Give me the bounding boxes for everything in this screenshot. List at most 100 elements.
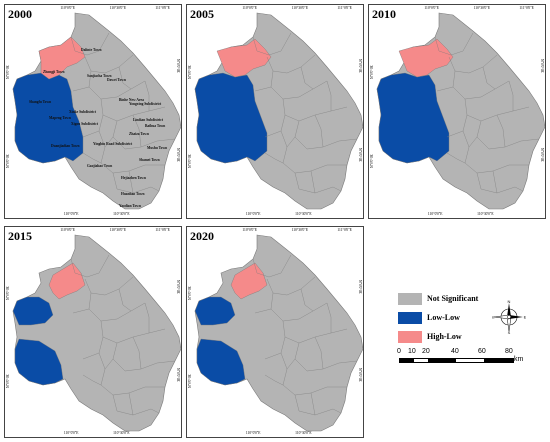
township-boundary (464, 98, 530, 122)
coord-label-top: 111°0'0"E (337, 6, 352, 10)
coord-label-right: N"0'0°0E (358, 280, 362, 294)
map-panel-2005: 2005 110°0'0"E 110°30'0"E 111°0'0"E 110°0'0… (186, 4, 364, 219)
compass-s: S (508, 330, 511, 334)
township-boundary (100, 368, 165, 396)
region-not-significant (12, 234, 181, 432)
coord-label-top: 110°30'0"E (109, 6, 127, 10)
town-label: Zhongji Town (43, 70, 64, 74)
legend-swatch (398, 292, 422, 305)
coord-label-left: N"0'0°0E (188, 154, 192, 169)
coord-label-right: N"0'0°0E (176, 280, 180, 294)
township-boundary (448, 54, 498, 74)
township-boundary (88, 70, 146, 100)
township-boundary (270, 70, 328, 100)
township-boundary (72, 86, 90, 92)
coord-label-bottom: 110°30'0"E (477, 212, 494, 216)
township-boundary (266, 276, 316, 296)
panel-year: 2015 (8, 229, 32, 243)
town-label: Yaodian Town (119, 204, 141, 208)
coord-label-bottom: 110°30'0"E (295, 212, 312, 216)
coord-label-right: N"0'0°0E (358, 148, 362, 163)
township-boundary (300, 66, 314, 90)
legend-label: Not Significant (427, 294, 479, 303)
township-boundary (326, 302, 332, 333)
town-label: Mushu Town (147, 146, 167, 150)
township-boundary (482, 66, 496, 90)
panel-year: 2020 (190, 229, 214, 243)
region-high-low (216, 38, 272, 78)
township-boundary (70, 254, 110, 278)
township-boundary (118, 66, 132, 90)
town-label: Huanbao Town (121, 192, 144, 196)
town-label: Baihua Town (145, 124, 165, 128)
scale-tick-60: 60 (478, 348, 486, 355)
town-label: Sanjiacha Town (87, 74, 111, 78)
town-label: Shangfu Town (29, 100, 51, 104)
scale-tick-20: 20 (422, 348, 430, 355)
coord-label-bottom: 110°0'0"E (427, 212, 443, 216)
region-low-low (194, 296, 246, 386)
township-boundary (254, 308, 272, 314)
coord-label-right: N"0'0°0E (540, 148, 544, 163)
region-high-low (230, 262, 268, 300)
township-boundary (264, 374, 284, 386)
coord-label-top: 110°0'0"E (242, 228, 257, 232)
township-boundary (82, 152, 102, 164)
region-not-significant (194, 234, 363, 432)
coord-label-left: N"0'0°0E (6, 65, 10, 79)
town-label: Xigou Subdistrict (71, 122, 99, 126)
township-boundary (476, 120, 540, 150)
township-boundary (118, 288, 132, 312)
township-boundary (252, 32, 292, 56)
panel-year: 2010 (372, 7, 396, 21)
township-boundary (128, 170, 134, 194)
township-boundary (282, 368, 347, 396)
township-boundary (128, 392, 134, 416)
town-label: Mapeng Town (49, 116, 71, 120)
township-boundary (270, 292, 328, 322)
county-map (194, 234, 363, 432)
coord-label-bottom: 110°0'0"E (245, 212, 261, 216)
township-boundary (310, 392, 316, 416)
coord-label-right: N"0'0°0E (540, 58, 544, 73)
town-label: Zhaiza Town (129, 132, 149, 136)
township-boundary (100, 146, 165, 174)
scale-tick-40: 40 (451, 348, 459, 355)
scale-tick-10: 10 (408, 348, 416, 355)
region-high-low (398, 38, 454, 78)
coord-label-right: N"0'0°0E (358, 368, 362, 382)
coord-label-right: N"0'0°0E (358, 58, 362, 73)
county-map (12, 234, 181, 432)
scale-bar-frame (399, 358, 514, 363)
map-panel-2000: Dalinte Town Zhongji Town Sanjiacha Town Da… (4, 4, 182, 219)
town-label: Shamei Town (139, 158, 160, 162)
township-boundary (100, 320, 166, 344)
coord-label-right: N"0'0°0E (176, 368, 180, 382)
township-boundary (252, 254, 292, 278)
panel-year: 2000 (8, 7, 32, 21)
coord-label-bottom: 110°30'0"E (295, 431, 312, 435)
township-boundary (70, 32, 110, 56)
coord-label-bottom: 110°30'0"E (113, 212, 130, 216)
legend-label: High-Low (427, 332, 462, 341)
coord-label-left: N"0'0°0E (370, 65, 374, 79)
township-boundary (508, 80, 514, 111)
legend-item-low-low: Low-Low (398, 311, 460, 324)
township-boundary (82, 374, 102, 386)
county-map (376, 12, 545, 210)
township-boundary (112, 120, 176, 150)
coord-label-right: N"0'0°0E (176, 148, 180, 163)
town-label: Dalinte Town (81, 48, 101, 52)
township-boundary (314, 114, 324, 148)
township-boundary (294, 120, 358, 150)
town-label: Yingbin Road Subdistrict (93, 142, 133, 146)
township-boundary (434, 32, 474, 56)
township-boundary (282, 146, 347, 174)
panel-year: 2005 (190, 7, 214, 21)
coord-label-left: N"0'0°0E (188, 374, 192, 389)
legend-label: Low-Low (427, 313, 460, 322)
coord-label-left: N"0'0°0E (188, 65, 192, 79)
legend-item-not-significant: Not Significant (398, 292, 478, 305)
town-label: Hejiazhen Town (121, 176, 146, 180)
scale-tick-80: 80 (505, 348, 513, 355)
